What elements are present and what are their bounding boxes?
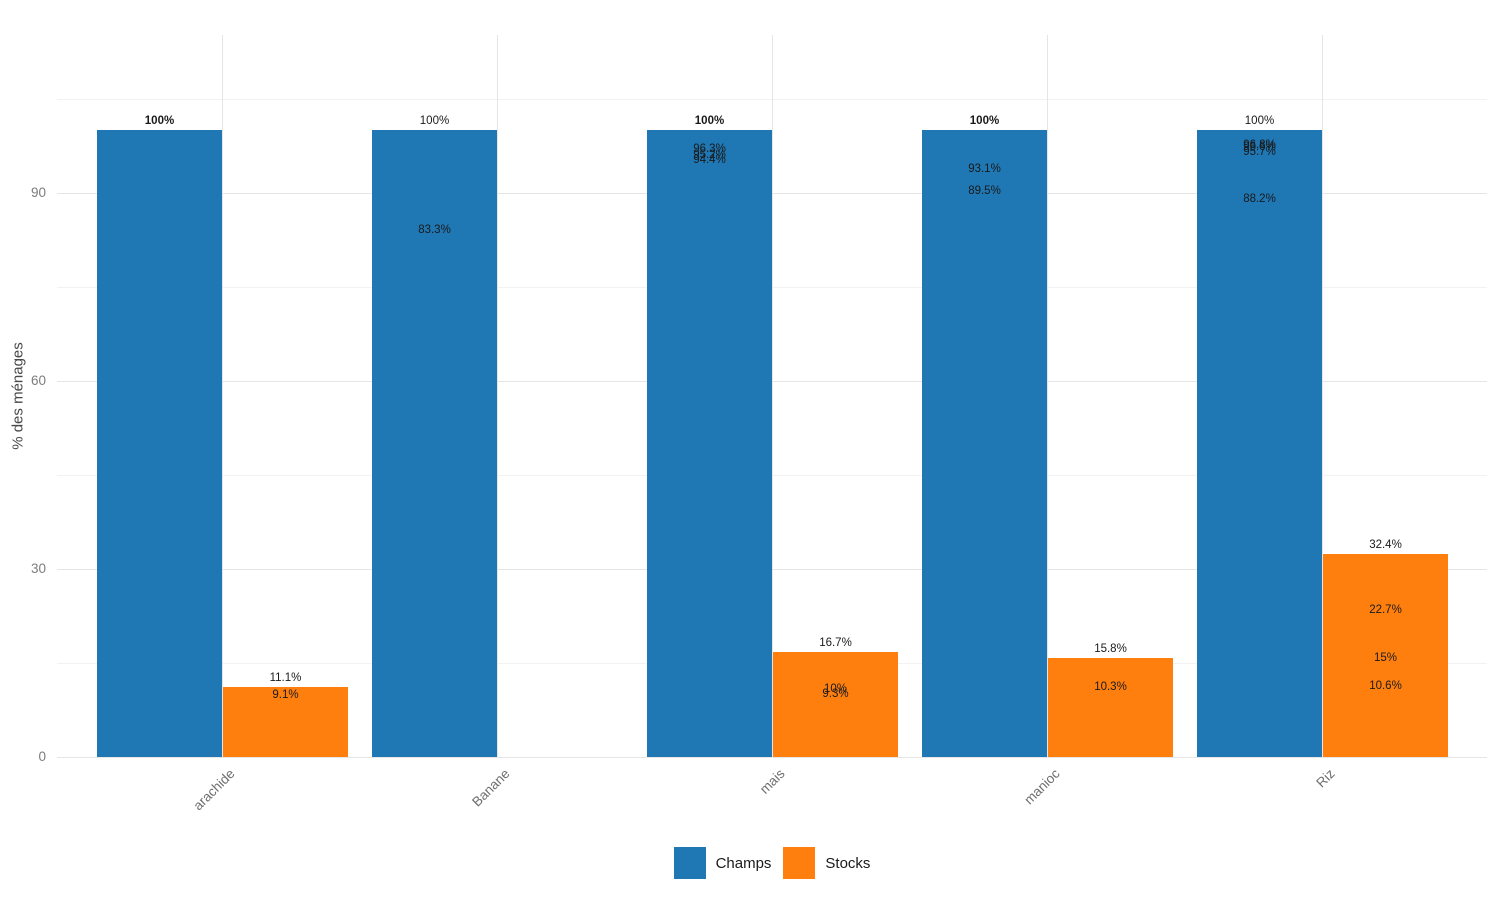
- bar-value-label: 9.1%: [272, 688, 299, 701]
- bar-value-label: 100%: [144, 115, 175, 128]
- bar-champs-Riz: [1197, 130, 1322, 757]
- legend-label: Champs: [715, 854, 772, 872]
- x-tick-label: mais: [756, 766, 788, 797]
- bar-stocks-manioc: [1048, 657, 1173, 757]
- gridline-major: [57, 757, 1487, 758]
- bar-value-label: 32.4%: [1369, 538, 1402, 551]
- gridline-vertical: [1322, 35, 1323, 757]
- bar-value-label: 9.3%: [822, 687, 849, 700]
- legend-item-stocks: Stocks: [783, 847, 870, 879]
- bar-value-label: 96.8%: [1243, 139, 1276, 152]
- x-tick-label: manioc: [1021, 766, 1063, 808]
- legend-swatch-stocks: [783, 847, 816, 879]
- bar-value-label: 10.6%: [1369, 679, 1402, 692]
- gridline-vertical: [497, 35, 498, 757]
- bar-stocks-arachide: [223, 687, 348, 757]
- y-tick-label: 90: [30, 184, 46, 200]
- bar-value-label: 88.2%: [1243, 193, 1276, 206]
- x-tick-label: arachide: [190, 766, 238, 814]
- bar-value-label: 94.4%: [693, 154, 726, 167]
- bar-value-label: 96.6%: [1243, 140, 1276, 153]
- bar-value-label: 100%: [969, 115, 1000, 128]
- bar-value-label: 16.7%: [819, 637, 852, 650]
- bar-value-label: 15%: [1373, 651, 1398, 664]
- bar-value-label: 15.8%: [1094, 642, 1127, 655]
- chart-legend: Champs Stocks: [22, 847, 1500, 879]
- bar-value-label: 89.5%: [968, 185, 1001, 198]
- bar-champs-arachide: [97, 130, 222, 757]
- bar-stocks-mais: [773, 652, 898, 757]
- legend-item-champs: Champs: [673, 847, 772, 879]
- x-tick-label: Riz: [1313, 766, 1338, 791]
- bar-value-label: 95.7%: [1243, 146, 1276, 159]
- y-tick-label: 0: [38, 749, 46, 764]
- bar-value-label: 10%: [823, 683, 848, 696]
- bar-champs-manioc: [922, 130, 1047, 757]
- legend-label: Stocks: [825, 854, 871, 872]
- bar-value-label: 83.3%: [418, 223, 451, 236]
- gridline-vertical: [772, 35, 773, 757]
- bar-champs-mais: [647, 130, 772, 757]
- bar-value-label: 10.3%: [1094, 681, 1127, 694]
- bar-champs-Banane: [372, 130, 497, 757]
- gridline-vertical: [1047, 35, 1048, 757]
- bar-value-label: 93.1%: [968, 162, 1001, 175]
- bar-value-label: 95.2%: [693, 149, 726, 162]
- bar-value-label: 100%: [694, 115, 725, 128]
- bar-value-label: 22.7%: [1369, 603, 1402, 616]
- bar-stocks-Riz: [1323, 553, 1448, 757]
- bar-value-label: 100%: [419, 115, 450, 128]
- y-tick-label: 30: [30, 560, 46, 576]
- legend-swatch-champs: [673, 847, 706, 879]
- bar-value-label: 100%: [1244, 115, 1275, 128]
- gridline-vertical: [222, 35, 223, 757]
- y-axis-title: % des ménages: [9, 342, 27, 450]
- bar-value-label: 11.1%: [269, 672, 302, 685]
- y-tick-label: 60: [30, 372, 46, 388]
- x-tick-label: Banane: [469, 766, 513, 810]
- bar-value-label: 96.3%: [693, 142, 726, 155]
